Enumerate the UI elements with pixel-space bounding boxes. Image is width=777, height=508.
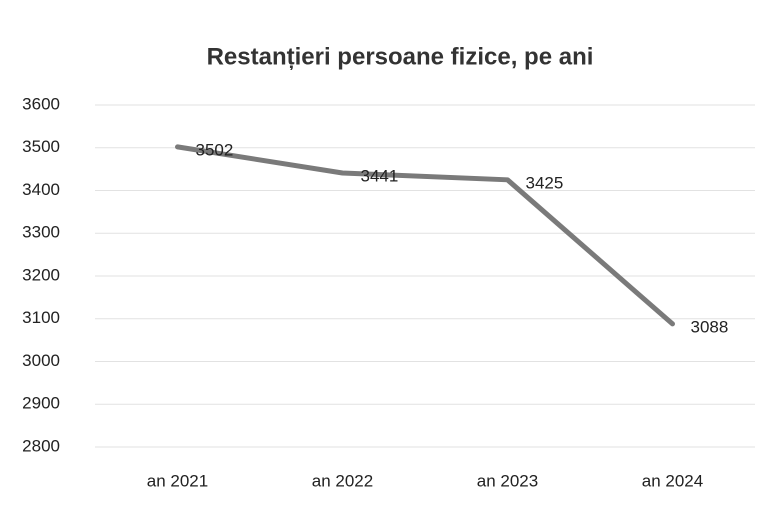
y-tick-label: 3300 [22,223,60,242]
y-tick-label: 3000 [22,351,60,370]
y-tick-label: 3600 [22,94,60,113]
chart-title: Restanțieri persoane fizice, pe ani [207,43,594,70]
y-tick-label: 2800 [22,436,60,455]
data-label: 3088 [691,317,729,336]
y-tick-label: 3200 [22,265,60,284]
x-tick-label: an 2024 [642,471,703,490]
data-line [175,144,675,327]
y-tick-label: 2900 [22,394,60,413]
x-tick-label: an 2023 [477,471,538,490]
y-tick-label: 3500 [22,137,60,156]
y-tick-label: 3400 [22,180,60,199]
data-label: 3425 [526,173,564,192]
x-tick-label: an 2022 [312,471,373,490]
data-label: 3502 [196,140,234,159]
x-tick-label: an 2021 [147,471,208,490]
data-label: 3441 [361,166,399,185]
y-tick-label: 3100 [22,308,60,327]
